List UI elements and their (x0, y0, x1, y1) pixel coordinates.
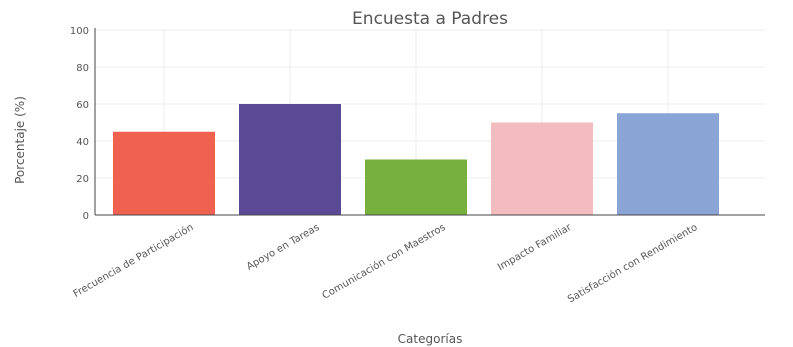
bar (491, 122, 593, 215)
x-tick-label: Impacto Familiar (496, 222, 574, 274)
y-axis-label: Porcentaje (%) (13, 96, 27, 184)
bar (239, 104, 341, 215)
y-tick-label: 0 (83, 211, 89, 222)
bar (113, 131, 215, 215)
chart-title: Encuesta a Padres (352, 9, 508, 29)
x-tick-label: Apoyo en Tareas (245, 222, 322, 273)
axes (94, 28, 765, 216)
y-tick-label: 20 (76, 174, 89, 185)
y-tick-label: 100 (70, 26, 89, 37)
bar (365, 159, 467, 215)
x-ticks: Frecuencia de Participación Apoyo en Tare… (71, 221, 699, 305)
y-tick-label: 60 (76, 100, 89, 111)
x-tick-label: Frecuencia de Participación (71, 221, 195, 300)
y-tick-label: 80 (76, 63, 89, 74)
y-ticks: 0 20 40 60 80 100 (70, 26, 89, 222)
x-tick-label: Satisfacción con Rendimiento (566, 221, 700, 305)
bar (617, 113, 719, 215)
x-axis-label: Categorías (398, 332, 463, 346)
y-tick-label: 40 (76, 137, 89, 148)
bars (113, 104, 719, 215)
x-tick-label: Comunicación con Maestros (320, 221, 447, 302)
